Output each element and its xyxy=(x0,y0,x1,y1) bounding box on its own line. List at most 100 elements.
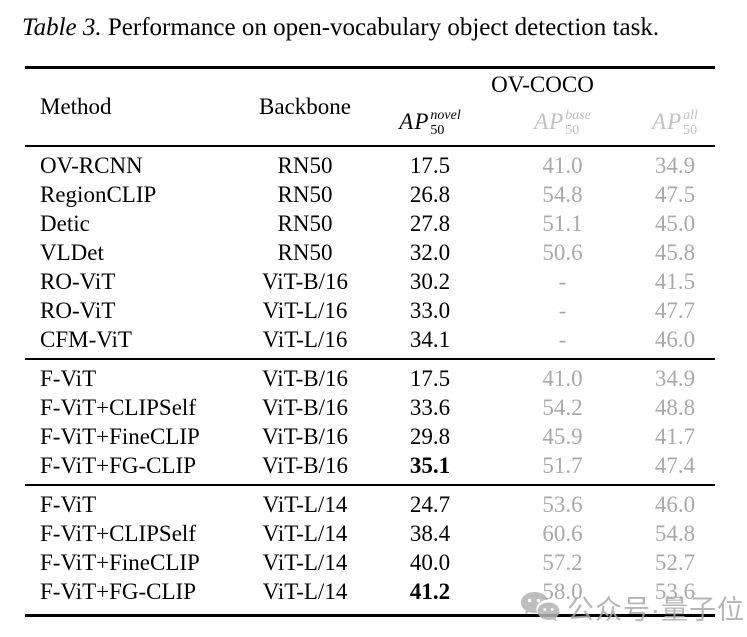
method-cell: CFM-ViT xyxy=(40,326,132,352)
method-cell: F-ViT+FG-CLIP xyxy=(40,452,196,478)
method-cell: F-ViT xyxy=(40,491,97,517)
method-cell: F-ViT xyxy=(40,365,97,391)
ap-base-cell: - xyxy=(558,268,567,294)
ap-base-cell: - xyxy=(558,326,567,352)
table-header: Method Backbone OV-COCO AP novel 50 AP base 5… xyxy=(25,69,715,147)
ap-base-cell: 51.1 xyxy=(542,210,583,236)
ap-novel-cell: 35.1 xyxy=(409,452,451,478)
method-cell: F-ViT+CLIPSelf xyxy=(40,520,196,546)
col-header-method: Method xyxy=(40,94,112,119)
table-row: F-ViT+FG-CLIP ViT-L/14 41.2 58.0 53.6 xyxy=(25,577,715,606)
ap-novel-cell: 41.2 xyxy=(409,578,451,604)
ap-all-cell: 48.8 xyxy=(654,394,696,420)
metric-headers: AP novel 50 AP base 50 AP all 50 xyxy=(370,99,715,145)
caption-text: Performance on open-vocabulary object de… xyxy=(101,14,660,41)
caption-label: Table 3. xyxy=(22,14,102,41)
backbone-cell: ViT-L/16 xyxy=(262,326,348,352)
backbone-cell: ViT-B/16 xyxy=(262,365,348,391)
ap-all-cell: 46.0 xyxy=(654,491,696,517)
table-row: CFM-ViT ViT-L/16 34.1 - 46.0 xyxy=(25,325,715,354)
ap-all-cell: 47.7 xyxy=(654,297,696,323)
method-cell: RO-ViT xyxy=(40,297,116,323)
col-group-header-ov-coco: OV-COCO xyxy=(491,72,594,97)
method-cell: F-ViT+FineCLIP xyxy=(40,549,200,575)
table-row: F-ViT+FG-CLIP ViT-B/16 35.1 51.7 47.4 xyxy=(25,451,715,480)
backbone-cell: ViT-L/14 xyxy=(262,549,348,575)
backbone-cell: RN50 xyxy=(277,152,333,178)
table-caption: Table 3. Performance on open-vocabulary … xyxy=(0,0,747,44)
table-row: Detic RN50 27.8 51.1 45.0 xyxy=(25,209,715,238)
table-row: F-ViT+CLIPSelf ViT-B/16 33.6 54.2 48.8 xyxy=(25,393,715,422)
backbone-cell: ViT-B/16 xyxy=(262,452,348,478)
ap-novel-cell: 30.2 xyxy=(409,268,451,294)
ap-all-cell: 41.7 xyxy=(654,423,696,449)
method-cell: Detic xyxy=(40,210,90,236)
table-row: OV-RCNN RN50 17.5 41.0 34.9 xyxy=(25,151,715,180)
ap-base-cell: - xyxy=(558,297,567,323)
table-section-1: OV-RCNN RN50 17.5 41.0 34.9 RegionCLIP RN50 26.… xyxy=(25,147,715,358)
table-section-3: F-ViT ViT-L/14 24.7 53.6 46.0 F-ViT+CLIPSelf V… xyxy=(25,484,715,614)
backbone-cell: ViT-L/16 xyxy=(262,297,348,323)
method-cell: OV-RCNN xyxy=(40,152,143,178)
ap-novel-cell: 24.7 xyxy=(409,491,451,517)
table-row: F-ViT ViT-B/16 17.5 41.0 34.9 xyxy=(25,364,715,393)
ap-novel-cell: 38.4 xyxy=(409,520,451,546)
table-section-2: F-ViT ViT-B/16 17.5 41.0 34.9 F-ViT+CLIPSelf V… xyxy=(25,358,715,484)
table-row: RegionCLIP RN50 26.8 54.8 47.5 xyxy=(25,180,715,209)
ap-base-cell: 51.7 xyxy=(542,452,583,478)
ap-base-cell: 58.0 xyxy=(542,578,583,604)
metric-header-ap50-base: AP base 50 xyxy=(534,108,591,138)
results-table: Method Backbone OV-COCO AP novel 50 AP base 5… xyxy=(25,66,715,617)
ap-novel-cell: 29.8 xyxy=(409,423,451,449)
table-row: F-ViT+CLIPSelf ViT-L/14 38.4 60.6 54.8 xyxy=(25,519,715,548)
ap-base-cell: 53.6 xyxy=(542,491,583,517)
backbone-cell: RN50 xyxy=(277,181,333,207)
ap-base-cell: 41.0 xyxy=(542,365,583,391)
ap-novel-cell: 17.5 xyxy=(409,365,451,391)
ap-novel-cell: 33.0 xyxy=(409,297,451,323)
ap-novel-cell: 26.8 xyxy=(409,181,451,207)
table-row: F-ViT+FineCLIP ViT-L/14 40.0 57.2 52.7 xyxy=(25,548,715,577)
ap-all-cell: 45.8 xyxy=(654,239,696,265)
ap-all-cell: 52.7 xyxy=(654,549,696,575)
ap-base-cell: 50.6 xyxy=(542,239,583,265)
metric-header-ap50-all: AP all 50 xyxy=(652,108,698,138)
ap-novel-cell: 33.6 xyxy=(409,394,451,420)
table-body: OV-RCNN RN50 17.5 41.0 34.9 RegionCLIP RN50 26.… xyxy=(25,147,715,614)
backbone-cell: ViT-L/14 xyxy=(262,578,348,604)
ap-all-cell: 45.0 xyxy=(654,210,696,236)
table-row: F-ViT ViT-L/14 24.7 53.6 46.0 xyxy=(25,490,715,519)
method-cell: RegionCLIP xyxy=(40,181,157,207)
ap-novel-cell: 27.8 xyxy=(409,210,451,236)
table-row: RO-ViT ViT-L/16 33.0 - 47.7 xyxy=(25,296,715,325)
method-cell: F-ViT+CLIPSelf xyxy=(40,394,196,420)
metric-header-ap50-novel: AP novel 50 xyxy=(399,108,461,138)
ap-novel-cell: 34.1 xyxy=(409,326,451,352)
ap-novel-cell: 32.0 xyxy=(409,239,451,265)
col-header-backbone: Backbone xyxy=(259,94,351,119)
table-row: VLDet RN50 32.0 50.6 45.8 xyxy=(25,238,715,267)
ap-novel-cell: 40.0 xyxy=(409,549,451,575)
method-cell: F-ViT+FineCLIP xyxy=(40,423,200,449)
ap-base-cell: 60.6 xyxy=(542,520,583,546)
ap-base-cell: 57.2 xyxy=(542,549,583,575)
backbone-cell: ViT-B/16 xyxy=(262,394,348,420)
table-row: RO-ViT ViT-B/16 30.2 - 41.5 xyxy=(25,267,715,296)
backbone-cell: ViT-B/16 xyxy=(262,268,348,294)
ap-base-cell: 54.8 xyxy=(542,181,583,207)
ap-all-cell: 47.4 xyxy=(654,452,696,478)
backbone-cell: ViT-L/14 xyxy=(262,491,348,517)
method-cell: F-ViT+FG-CLIP xyxy=(40,578,196,604)
ap-base-cell: 41.0 xyxy=(542,152,583,178)
backbone-cell: RN50 xyxy=(277,210,333,236)
ap-all-cell: 46.0 xyxy=(654,326,696,352)
ap-all-cell: 41.5 xyxy=(654,268,696,294)
ap-base-cell: 45.9 xyxy=(542,423,583,449)
backbone-cell: ViT-L/14 xyxy=(262,520,348,546)
table-row: F-ViT+FineCLIP ViT-B/16 29.8 45.9 41.7 xyxy=(25,422,715,451)
method-cell: VLDet xyxy=(40,239,104,265)
ap-all-cell: 54.8 xyxy=(654,520,696,546)
backbone-cell: RN50 xyxy=(277,239,333,265)
ap-all-cell: 34.9 xyxy=(654,152,696,178)
